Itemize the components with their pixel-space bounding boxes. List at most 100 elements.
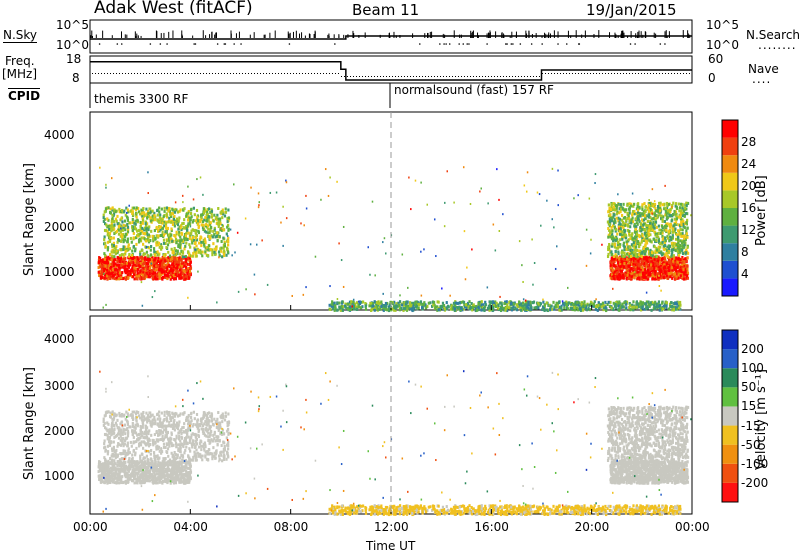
nave-point (452, 76, 453, 77)
power-cell (164, 222, 168, 226)
power-cell (522, 298, 525, 301)
power-cell (166, 243, 170, 247)
power-cell (677, 241, 680, 245)
freq-series (90, 61, 692, 81)
power-cell (668, 239, 671, 243)
power-cell (166, 274, 169, 278)
power-cell (189, 262, 192, 266)
power-cell (110, 229, 113, 233)
power-cell (172, 277, 176, 281)
nave-point (509, 76, 510, 77)
power-cell (617, 242, 620, 246)
power-cell (189, 260, 192, 264)
power-cell (118, 277, 121, 281)
power-cell (611, 258, 614, 262)
power-cell (643, 252, 646, 256)
power-cell (658, 259, 661, 263)
power-cell (188, 276, 191, 280)
power-cell (236, 231, 239, 234)
power-cell (621, 302, 624, 306)
nsearch-point (149, 43, 152, 45)
power-cell (661, 307, 665, 311)
power-cell (472, 303, 475, 307)
nave-point (485, 76, 486, 77)
power-cell (146, 216, 149, 220)
power-cell (610, 225, 613, 229)
power-cell (177, 263, 180, 267)
power-cell (641, 203, 644, 207)
power-cell (396, 304, 399, 308)
power-cell (157, 272, 161, 276)
power-cell (382, 241, 384, 244)
power-cell (627, 224, 630, 228)
power-cell (168, 270, 171, 274)
power-cell (668, 269, 671, 273)
power-cell (202, 211, 206, 215)
power-cell (150, 244, 153, 248)
power-cell (670, 262, 673, 266)
power-cell (636, 276, 640, 280)
power-cell (550, 304, 553, 308)
power-cell (638, 262, 641, 266)
power-cell (649, 239, 652, 243)
power-cell (331, 305, 335, 309)
power-cell (143, 228, 146, 232)
power-cell (657, 224, 660, 228)
power-cell (657, 239, 661, 243)
power-cell (118, 207, 121, 211)
power-cell (116, 240, 119, 244)
power-cell (134, 227, 138, 231)
power-cell (186, 262, 189, 266)
power-cell (445, 307, 449, 311)
nave-point (641, 73, 642, 74)
power-cell (162, 275, 165, 279)
power-cell (477, 301, 480, 305)
power-cell (422, 302, 426, 306)
power-cell (194, 248, 196, 251)
power-cell (124, 232, 128, 236)
power-cell (619, 275, 622, 279)
power-cell (607, 210, 610, 214)
power-cell (631, 192, 634, 195)
power-cell (617, 223, 620, 227)
power-cell (110, 258, 113, 262)
power-cell (685, 258, 688, 262)
power-cell (116, 214, 119, 218)
power-cell (664, 206, 667, 210)
power-cell (105, 261, 108, 265)
power-cell (666, 235, 669, 239)
power-cell (172, 239, 175, 243)
power-cell (662, 267, 665, 271)
power-cell (106, 233, 109, 237)
power-cell (665, 224, 668, 228)
nave-point (101, 73, 102, 74)
power-cell (190, 215, 193, 219)
power-cell (161, 260, 165, 264)
power-cell (180, 238, 183, 242)
power-cell (631, 220, 635, 224)
power-cell (558, 308, 561, 312)
power-cell (624, 210, 627, 214)
power-cell (641, 250, 644, 254)
power-cell (194, 252, 197, 256)
power-cell (226, 220, 229, 224)
power-cell (148, 266, 152, 270)
power-cell (184, 254, 187, 258)
nave-point (443, 76, 444, 77)
power-cell (146, 262, 150, 266)
nave-point (401, 76, 402, 77)
power-cell (119, 210, 123, 214)
power-cell (612, 263, 616, 267)
power-cell (162, 220, 166, 224)
power-cell (186, 276, 190, 280)
nave-point (530, 76, 531, 77)
power-cell (659, 264, 663, 268)
power-cell (640, 259, 643, 263)
power-cell (672, 307, 675, 311)
nave-point (326, 73, 327, 74)
power-cell (333, 301, 336, 305)
power-cell (503, 302, 506, 306)
power-cell (178, 268, 182, 272)
power-cell (195, 238, 198, 242)
power-cell (679, 239, 682, 243)
